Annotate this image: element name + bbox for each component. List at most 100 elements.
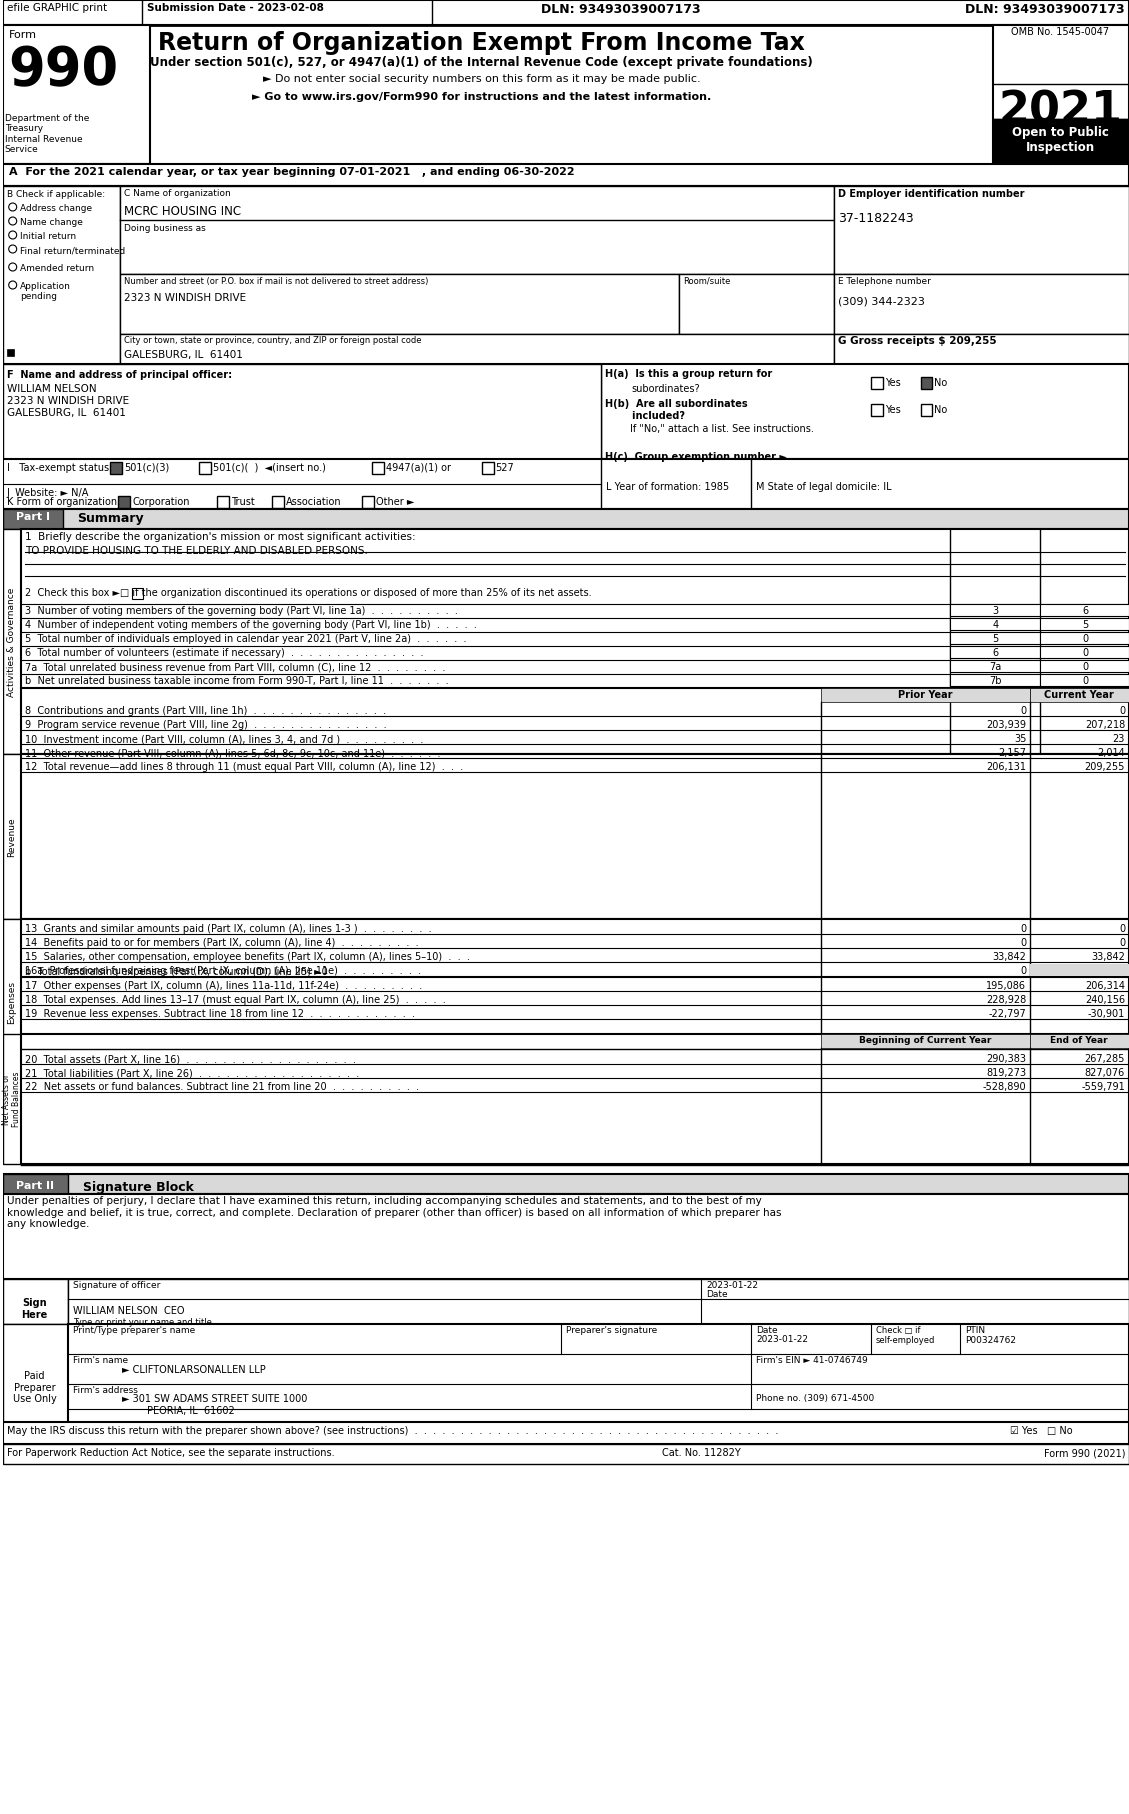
- Text: For Paperwork Reduction Act Notice, see the separate instructions.: For Paperwork Reduction Act Notice, see …: [7, 1448, 334, 1458]
- Bar: [2, 0, 1129, 25]
- Text: ► CLIFTONLARSONALLEN LLP: ► CLIFTONLARSONALLEN LLP: [122, 1364, 266, 1375]
- Text: 11  Other revenue (Part VIII, column (A), lines 5, 6d, 8c, 9c, 10c, and 11e)  . : 11 Other revenue (Part VIII, column (A),…: [25, 747, 440, 758]
- Bar: [821, 688, 1031, 702]
- Text: TO PROVIDE HOUSING TO THE ELDERLY AND DISABLED PERSONS.: TO PROVIDE HOUSING TO THE ELDERLY AND DI…: [25, 546, 368, 557]
- Bar: [920, 377, 933, 388]
- Bar: [20, 1034, 1129, 1165]
- Bar: [821, 1034, 1031, 1048]
- Bar: [132, 588, 143, 599]
- Bar: [870, 405, 883, 415]
- Text: -22,797: -22,797: [989, 1009, 1026, 1019]
- Bar: [2, 1194, 1129, 1279]
- Bar: [68, 1324, 1129, 1424]
- Bar: [1031, 1034, 1129, 1048]
- Text: Check □ if
self-employed: Check □ if self-employed: [876, 1326, 935, 1346]
- Bar: [2, 1422, 1129, 1444]
- Text: b  Net unrelated business taxable income from Form 990-T, Part I, line 11  .  . : b Net unrelated business taxable income …: [25, 677, 448, 686]
- Text: Association: Association: [286, 497, 342, 506]
- Text: 6: 6: [1082, 606, 1088, 617]
- Text: Corporation: Corporation: [132, 497, 190, 506]
- Text: 7b: 7b: [989, 677, 1001, 686]
- Text: 6: 6: [992, 648, 998, 658]
- Text: Yes: Yes: [885, 377, 900, 388]
- Text: May the IRS discuss this return with the preparer shown above? (see instructions: May the IRS discuss this return with the…: [7, 1426, 778, 1437]
- Text: 990: 990: [9, 44, 119, 96]
- Text: efile GRAPHIC print: efile GRAPHIC print: [7, 4, 107, 13]
- Bar: [833, 187, 1129, 274]
- Text: Submission Date - 2023-02-08: Submission Date - 2023-02-08: [148, 4, 324, 13]
- Bar: [2, 163, 1129, 187]
- Text: ► Do not enter social security numbers on this form as it may be made public.: ► Do not enter social security numbers o…: [263, 74, 700, 83]
- Bar: [1040, 675, 1129, 686]
- Text: 2023-01-22: 2023-01-22: [756, 1335, 808, 1344]
- Text: -528,890: -528,890: [982, 1081, 1026, 1092]
- Text: DLN: 93493039007173: DLN: 93493039007173: [965, 4, 1124, 16]
- Bar: [217, 495, 229, 508]
- Text: 240,156: 240,156: [1085, 996, 1124, 1005]
- Text: Signature of officer: Signature of officer: [72, 1281, 160, 1290]
- Text: P00324762: P00324762: [965, 1335, 1016, 1344]
- Text: 10  Investment income (Part VIII, column (A), lines 3, 4, and 7d )  .  .  .  .  : 10 Investment income (Part VIII, column …: [25, 735, 423, 744]
- Bar: [951, 646, 1040, 658]
- Text: Form: Form: [9, 31, 37, 40]
- Text: Net Assets or
Fund Balances: Net Assets or Fund Balances: [2, 1072, 21, 1126]
- Bar: [1040, 646, 1129, 658]
- Text: 2323 N WINDISH DRIVE: 2323 N WINDISH DRIVE: [124, 294, 246, 303]
- Text: 207,218: 207,218: [1085, 720, 1124, 729]
- Bar: [2, 1034, 20, 1165]
- Text: 35: 35: [1014, 735, 1026, 744]
- Bar: [362, 495, 374, 508]
- Bar: [199, 463, 211, 473]
- Text: Date: Date: [756, 1326, 778, 1335]
- Bar: [2, 187, 121, 365]
- Text: included?: included?: [605, 412, 685, 421]
- Bar: [2, 25, 1129, 163]
- Text: Initial return: Initial return: [19, 232, 76, 241]
- Text: Expenses: Expenses: [7, 981, 16, 1023]
- Text: 13  Grants and similar amounts paid (Part IX, column (A), lines 1-3 )  .  .  .  : 13 Grants and similar amounts paid (Part…: [25, 923, 431, 934]
- Text: Under section 501(c), 527, or 4947(a)(1) of the Internal Revenue Code (except pr: Under section 501(c), 527, or 4947(a)(1)…: [150, 56, 813, 69]
- Bar: [2, 459, 1129, 510]
- Text: 33,842: 33,842: [992, 952, 1026, 961]
- Text: 0: 0: [1082, 677, 1088, 686]
- Text: Room/suite: Room/suite: [683, 278, 730, 287]
- Text: -30,901: -30,901: [1087, 1009, 1124, 1019]
- Bar: [679, 274, 833, 334]
- Text: 0: 0: [1021, 967, 1026, 976]
- Text: Amended return: Amended return: [19, 265, 94, 272]
- Text: F  Name and address of principal officer:: F Name and address of principal officer:: [7, 370, 231, 379]
- Text: Trust: Trust: [231, 497, 255, 506]
- Text: WILLIAM NELSON  CEO: WILLIAM NELSON CEO: [72, 1306, 184, 1315]
- Text: 3: 3: [992, 606, 998, 617]
- Text: 2,014: 2,014: [1097, 747, 1124, 758]
- Bar: [2, 530, 20, 755]
- Text: D Employer identification number: D Employer identification number: [838, 189, 1024, 200]
- Text: 501(c)(3): 501(c)(3): [124, 463, 169, 473]
- Text: Type or print your name and title: Type or print your name and title: [72, 1319, 211, 1328]
- Text: Return of Organization Exempt From Income Tax: Return of Organization Exempt From Incom…: [158, 31, 805, 54]
- Text: 21  Total liabilities (Part X, line 26)  .  .  .  .  .  .  .  .  .  .  .  .  .  : 21 Total liabilities (Part X, line 26) .…: [25, 1068, 359, 1078]
- Bar: [2, 25, 150, 163]
- Text: WILLIAM NELSON: WILLIAM NELSON: [7, 385, 96, 394]
- Text: 6  Total number of volunteers (estimate if necessary)  .  .  .  .  .  .  .  .  .: 6 Total number of volunteers (estimate i…: [25, 648, 423, 658]
- Text: Department of the
Treasury
Internal Revenue
Service: Department of the Treasury Internal Reve…: [5, 114, 89, 154]
- Bar: [2, 920, 20, 1085]
- Text: 7a: 7a: [989, 662, 1001, 671]
- Text: 5  Total number of individuals employed in calendar year 2021 (Part V, line 2a) : 5 Total number of individuals employed i…: [25, 635, 466, 644]
- Text: Part I: Part I: [16, 512, 50, 522]
- Bar: [482, 463, 493, 473]
- Text: 195,086: 195,086: [987, 981, 1026, 990]
- Text: 12  Total revenue—add lines 8 through 11 (must equal Part VIII, column (A), line: 12 Total revenue—add lines 8 through 11 …: [25, 762, 463, 773]
- Text: Prior Year: Prior Year: [899, 689, 953, 700]
- Text: Yes: Yes: [885, 405, 900, 415]
- Text: Address change: Address change: [19, 203, 91, 212]
- Bar: [20, 755, 1129, 920]
- Text: Print/Type preparer's name: Print/Type preparer's name: [72, 1326, 195, 1335]
- Text: 18  Total expenses. Add lines 13–17 (must equal Part IX, column (A), line 25)  .: 18 Total expenses. Add lines 13–17 (must…: [25, 996, 446, 1005]
- Text: subordinates?: subordinates?: [631, 385, 700, 394]
- Bar: [951, 619, 1040, 629]
- Text: ☑ Yes   □ No: ☑ Yes □ No: [1010, 1426, 1073, 1437]
- Text: City or town, state or province, country, and ZIP or foreign postal code: City or town, state or province, country…: [124, 336, 422, 345]
- Text: 20  Total assets (Part X, line 16)  .  .  .  .  .  .  .  .  .  .  .  .  .  .  . : 20 Total assets (Part X, line 16) . . . …: [25, 1054, 356, 1065]
- Text: Cat. No. 11282Y: Cat. No. 11282Y: [662, 1448, 741, 1458]
